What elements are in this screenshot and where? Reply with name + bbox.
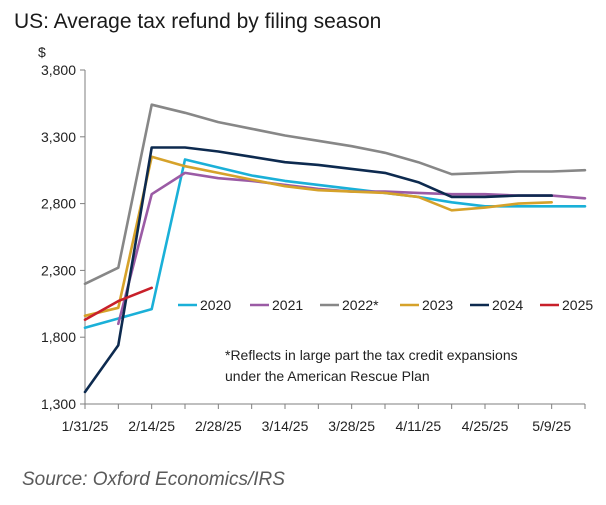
annotation-text: under the American Rescue Plan [225,368,430,384]
legend-label: 2021 [272,297,303,313]
legend-label: 2023 [422,297,453,313]
x-tick-label: 2/28/25 [195,418,242,434]
y-tick-label: 3,300 [41,129,76,145]
x-tick-label: 3/28/25 [328,418,375,434]
legend-label: 2022* [342,297,379,313]
x-tick-label: 4/11/25 [395,418,441,434]
chart-title: US: Average tax refund by filing season [14,10,382,33]
series-line-2023 [83,155,554,318]
chart-svg: $1,300 1,800 2,300 2,800 3,300 3,800 1/31/25 2/… [38,44,593,434]
y-tick-label: 2,300 [41,262,76,278]
series-line-2022 [83,103,587,286]
legend-label: 2025 [562,297,593,313]
source-note: Source: Oxford Economics/IRS [22,469,285,490]
y-axis-label: $ [38,44,46,60]
x-tick-label: 5/9/25 [532,418,571,434]
y-tick-label: 2,800 [41,196,76,212]
series-line-2025 [83,286,153,322]
x-tick-label: 4/25/25 [462,418,509,434]
legend-label: 2024 [492,297,523,313]
x-tick-label: 1/31/25 [62,418,109,434]
annotation-text: *Reflects in large part the tax credit e… [225,347,518,363]
y-tick-label: 1,300 [41,396,76,412]
x-tick-label: 3/14/25 [262,418,309,434]
x-tick-label: 2/14/25 [128,418,175,434]
y-tick-label: 3,800 [41,62,76,78]
series-line-2024 [83,146,554,394]
y-tick-label: 1,800 [41,329,76,345]
legend-label: 2020 [200,297,231,313]
